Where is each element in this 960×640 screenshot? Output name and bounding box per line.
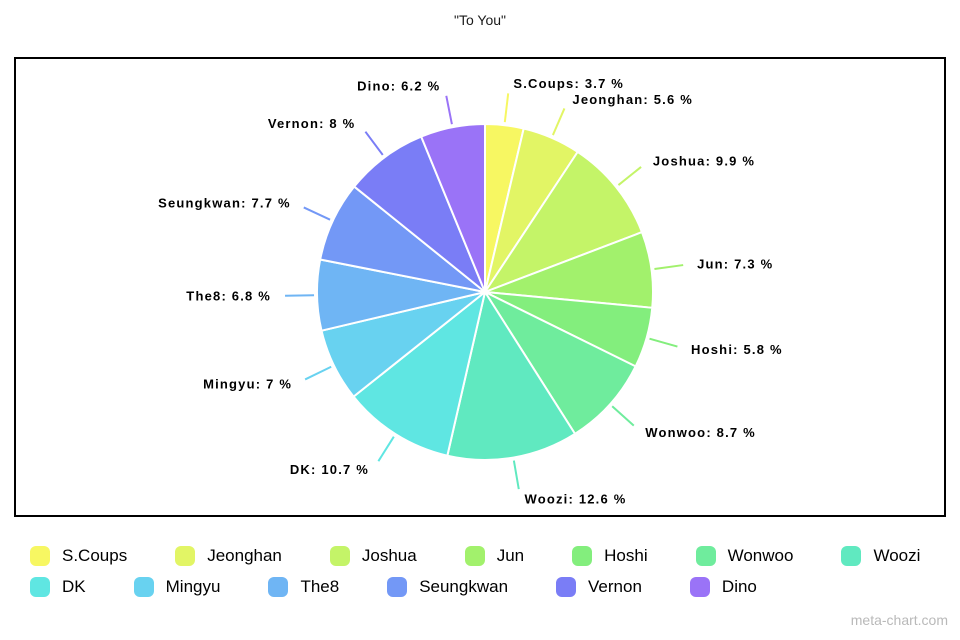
legend-label-vernon: Vernon — [588, 577, 642, 596]
legend-swatch-vernon — [556, 577, 577, 597]
label-leader-line-dk — [377, 436, 395, 462]
slice-label-jeonghan: Jeonghan: 5.6 % — [572, 92, 693, 107]
slice-label-vernon: Vernon: 8 % — [268, 116, 356, 131]
label-leader-line-s-coups — [503, 93, 510, 123]
label-leader-line-seungkwan — [303, 206, 331, 221]
legend-label-the8: The8 — [300, 577, 340, 596]
label-leader-line-jeonghan — [551, 108, 566, 136]
label-leader-line-hoshi — [649, 337, 678, 348]
legend-item-woozi: Woozi — [841, 546, 920, 566]
legend-swatch-wonwoo — [695, 546, 716, 566]
pie-chart-svg: S.Coups: 3.7 %Jeonghan: 5.6 % Joshua: 9.9… — [158, 76, 783, 507]
pie-slice-woozi — [446, 291, 577, 461]
slice-label-joshua: Joshua: 9.9 % — [653, 153, 755, 168]
legend-item-joshua: Joshua — [329, 546, 417, 566]
legend-swatch-mingyu — [133, 577, 154, 597]
legend-swatch-woozi — [841, 546, 862, 566]
legend-item-seungkwan: Seungkwan — [387, 577, 508, 597]
label-leader-line-the8 — [285, 294, 315, 297]
watermark: meta-chart.com — [850, 612, 948, 628]
legend-item-wonwoo: Wonwoo — [695, 546, 794, 566]
slice-label-the8: The8: 6.8 % — [186, 289, 271, 304]
pie-slice-joshua — [484, 150, 643, 293]
legend-item-dk: DK — [30, 577, 86, 597]
chart-legend: S.Coups Jeonghan Joshua Jun Hoshi Wonwoo Woozi… — [30, 546, 942, 597]
slice-label-seungkwan: Seungkwan: 7.7 % — [158, 196, 291, 211]
legend-label-hoshi: Hoshi — [604, 546, 648, 565]
pie-chart: S.Coups: 3.7 % Jeonghan: 5.6 % Joshua: 9.9… — [14, 57, 946, 517]
slice-label-wonwoo: Wonwoo: 8.7 % — [645, 425, 756, 440]
legend-label-dino: Dino — [721, 577, 757, 596]
legend-swatch-s-coups — [30, 546, 50, 566]
pie-slice-dino — [420, 123, 486, 293]
legend-swatch-jun — [464, 546, 485, 566]
legend-label-dk: DK — [62, 577, 86, 596]
legend-label-s-coups: S.Coups — [62, 546, 128, 565]
slice-label-dino: Dino: 6.2 % — [357, 79, 440, 94]
slice-label-woozi: Woozi: 12.6 % — [524, 492, 626, 507]
legend-row-2: DK Mingyu The8 Seungkwan Vernon Dino — [30, 577, 942, 597]
pie-slice-wonwoo — [484, 291, 637, 435]
label-leader-line-joshua — [617, 166, 642, 186]
legend-swatch-the8 — [268, 577, 289, 597]
slice-label-s-coups: S.Coups: 3.7 % — [513, 76, 624, 91]
legend-label-mingyu: Mingyu — [165, 577, 221, 596]
legend-label-jun: Jun — [496, 546, 525, 565]
legend-label-woozi: Woozi — [873, 546, 921, 565]
legend-item-dino: Dino — [689, 577, 757, 597]
legend-item-s-coups: S.Coups — [30, 546, 127, 566]
legend-item-jun: Jun — [464, 546, 525, 566]
legend-row-1: S.Coups Jeonghan Joshua Jun Hoshi Wonwoo Woozi — [30, 546, 942, 566]
legend-swatch-dino — [689, 577, 710, 597]
legend-label-joshua: Joshua — [361, 546, 417, 565]
slice-label-mingyu: Mingyu: 7 % — [203, 376, 292, 391]
label-leader-line-mingyu — [304, 365, 332, 381]
legend-item-hoshi: Hoshi — [572, 546, 648, 566]
label-leader-line-jun — [654, 264, 684, 270]
legend-label-wonwoo: Wonwoo — [727, 546, 794, 565]
legend-swatch-seungkwan — [387, 577, 408, 597]
slice-label-dk: DK: 10.7 % — [290, 462, 369, 477]
legend-label-seungkwan: Seungkwan — [419, 577, 509, 596]
chart-title: "To You" — [454, 12, 506, 28]
slice-label-jun: Jun: 7.3 % — [697, 256, 773, 271]
legend-item-jeonghan: Jeonghan — [175, 546, 282, 566]
legend-label-jeonghan: Jeonghan — [207, 546, 282, 565]
legend-item-the8: The8 — [268, 577, 339, 597]
legend-swatch-hoshi — [572, 546, 593, 566]
label-leader-line-woozi — [512, 460, 520, 490]
legend-item-vernon: Vernon — [556, 577, 642, 597]
legend-swatch-dk — [30, 577, 50, 597]
slice-label-hoshi: Hoshi: 5.8 % — [691, 342, 783, 357]
label-leader-line-dino — [445, 95, 453, 125]
label-leader-line-vernon — [364, 131, 384, 156]
legend-item-mingyu: Mingyu — [133, 577, 221, 597]
legend-swatch-joshua — [329, 546, 350, 566]
pie-slice-dk — [352, 291, 486, 457]
label-leader-line-wonwoo — [611, 405, 635, 427]
legend-swatch-jeonghan — [175, 546, 196, 566]
